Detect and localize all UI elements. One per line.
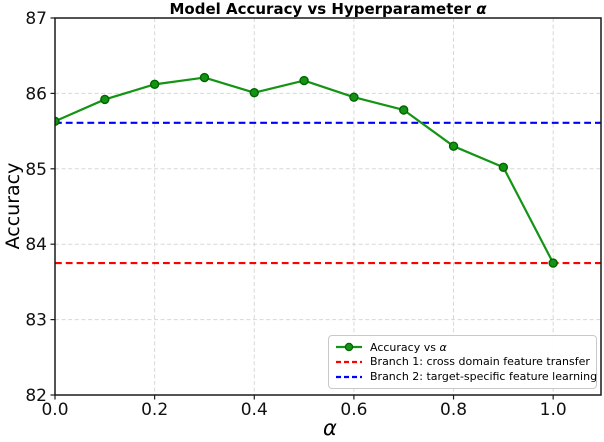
- legend-label-alpha-symbol: α: [439, 340, 447, 354]
- y-tick-label: 86: [25, 84, 47, 104]
- data-point-marker: [349, 92, 359, 102]
- legend-label-branch2: Branch 2: target-specific feature learni…: [370, 370, 598, 384]
- legend-sample-marker: [344, 343, 354, 352]
- data-point-marker: [399, 105, 409, 115]
- axes-spines: [54, 17, 602, 396]
- accuracy-line: [55, 76, 555, 264]
- chart-title: Model Accuracy vs Hyperparameter α: [55, 1, 601, 17]
- data-point-marker: [199, 72, 210, 83]
- legend-red-dashed-line-icon: [336, 360, 362, 364]
- y-tick-label: 83: [25, 311, 47, 331]
- legend-label-branch1: Branch 1: cross domain feature transfer: [370, 355, 590, 369]
- x-tick-label: 1.0: [540, 400, 567, 420]
- legend-label-accuracy-text: Accuracy vs: [370, 340, 440, 354]
- legend-line-marker-icon: [336, 343, 362, 352]
- legend-item-branch2: Branch 2: target-specific feature learni…: [335, 371, 597, 383]
- data-point-marker: [249, 87, 259, 98]
- data-point-marker: [55, 116, 60, 126]
- x-tick-label: 0.6: [340, 400, 367, 420]
- data-point-marker: [498, 162, 509, 172]
- x-tick-label: 0.8: [440, 400, 467, 420]
- legend-item-branch1: Branch 1: cross domain feature transfer: [335, 356, 590, 368]
- x-tick-label: 0.0: [41, 400, 68, 420]
- x-tick-label: 0.2: [141, 400, 168, 420]
- data-point-marker: [448, 141, 459, 151]
- data-point-marker: [548, 258, 558, 268]
- y-tick-label: 84: [25, 235, 47, 255]
- data-point-marker: [149, 79, 160, 90]
- y-axis-label: Accuracy: [2, 162, 24, 250]
- x-axis-label-alpha: α: [323, 416, 337, 440]
- y-tick-label: 85: [25, 160, 47, 180]
- legend-blue-dashed-line-icon: [336, 375, 362, 378]
- chart-title-alpha-symbol: α: [476, 0, 487, 18]
- y-tick-label: 82: [25, 386, 47, 406]
- x-tick-label: 0.4: [241, 400, 268, 420]
- data-point-marker: [299, 75, 309, 86]
- chart-legend: Accuracy vs α Branch 1: cross domain fea…: [328, 335, 597, 389]
- legend-item-accuracy: Accuracy vs α: [335, 341, 590, 353]
- chart-title-text: Model Accuracy vs Hyperparameter: [169, 0, 477, 18]
- data-point-marker: [100, 94, 110, 105]
- y-tick-label: 87: [25, 9, 47, 29]
- legend-label-accuracy: Accuracy vs α: [370, 342, 447, 353]
